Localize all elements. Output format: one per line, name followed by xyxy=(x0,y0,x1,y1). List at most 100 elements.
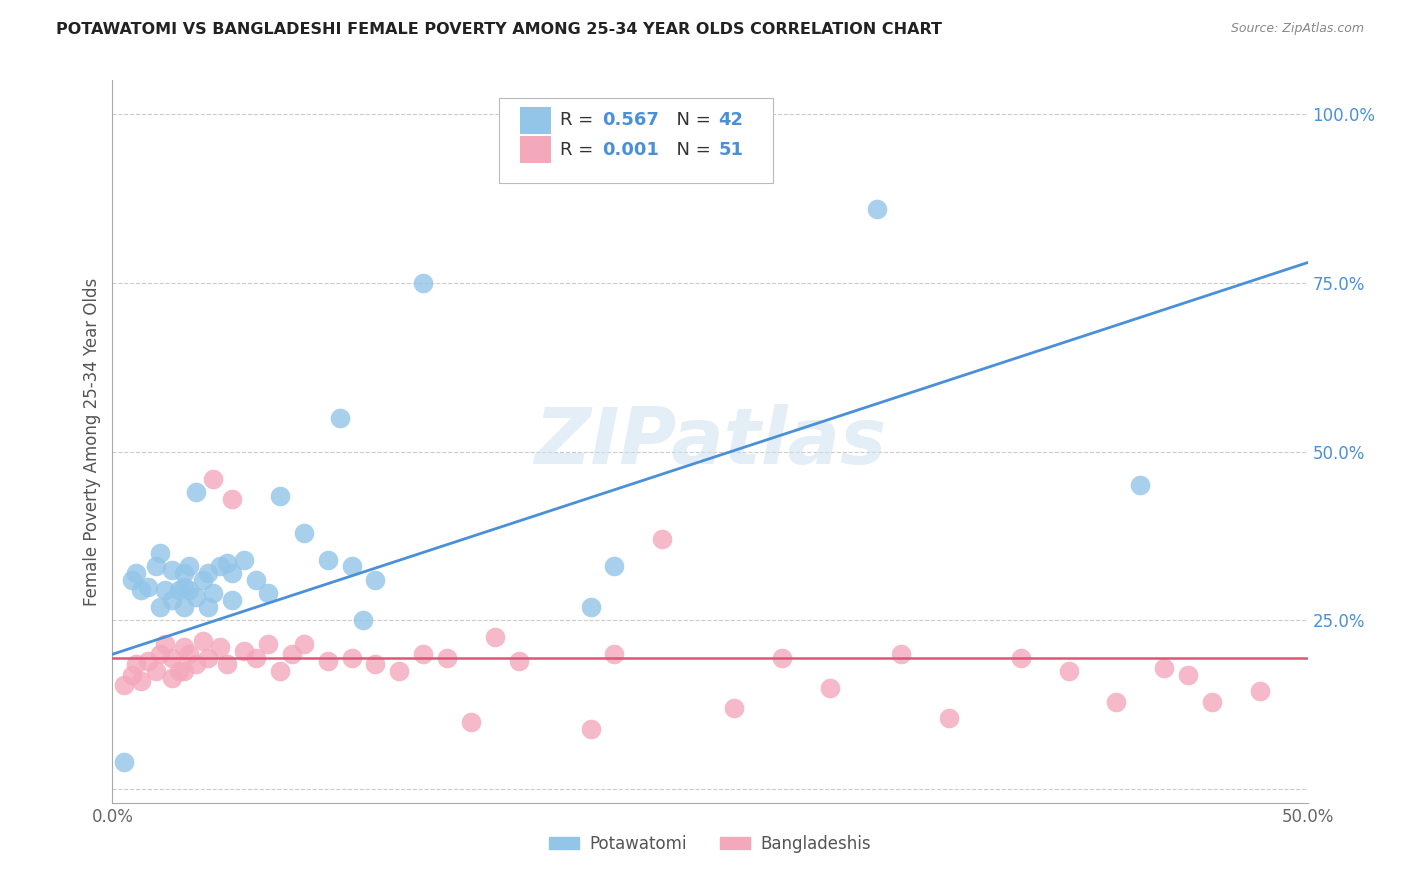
Point xyxy=(579,722,602,736)
Point xyxy=(1249,684,1271,698)
Point xyxy=(149,599,172,614)
Point xyxy=(201,586,224,600)
Point xyxy=(221,491,243,506)
Point xyxy=(153,637,176,651)
Point xyxy=(149,647,172,661)
Point xyxy=(125,657,148,672)
Text: 42: 42 xyxy=(718,112,744,129)
Point xyxy=(209,559,232,574)
Point xyxy=(177,559,200,574)
Legend: Potawatomi, Bangladeshis: Potawatomi, Bangladeshis xyxy=(543,828,877,860)
Point xyxy=(138,654,160,668)
Point xyxy=(1057,664,1080,678)
Point xyxy=(129,583,152,598)
Point xyxy=(162,671,183,685)
Point xyxy=(197,650,219,665)
Point xyxy=(281,647,304,661)
Point xyxy=(201,472,224,486)
Point xyxy=(209,640,232,655)
Point xyxy=(388,664,411,678)
Point xyxy=(177,583,200,598)
Text: POTAWATOMI VS BANGLADESHI FEMALE POVERTY AMONG 25-34 YEAR OLDS CORRELATION CHART: POTAWATOMI VS BANGLADESHI FEMALE POVERTY… xyxy=(56,22,942,37)
Point xyxy=(193,633,215,648)
Point xyxy=(723,701,745,715)
Point xyxy=(233,552,256,566)
Y-axis label: Female Poverty Among 25-34 Year Olds: Female Poverty Among 25-34 Year Olds xyxy=(83,277,101,606)
Text: R =: R = xyxy=(560,141,599,159)
Point xyxy=(292,637,315,651)
Point xyxy=(245,573,267,587)
Point xyxy=(1177,667,1199,681)
Point xyxy=(818,681,841,695)
Text: 0.001: 0.001 xyxy=(602,141,658,159)
Point xyxy=(121,667,143,681)
Point xyxy=(770,650,793,665)
Point xyxy=(221,593,243,607)
Point xyxy=(186,657,208,672)
Point xyxy=(340,559,363,574)
Point xyxy=(340,650,363,665)
Point xyxy=(866,202,889,216)
Point xyxy=(245,650,267,665)
Point xyxy=(145,664,167,678)
Point xyxy=(938,711,960,725)
Point xyxy=(269,489,291,503)
Point xyxy=(603,647,626,661)
Point xyxy=(579,599,602,614)
Point xyxy=(193,573,215,587)
Point xyxy=(217,556,239,570)
Point xyxy=(217,657,239,672)
Point xyxy=(233,644,256,658)
Point xyxy=(412,276,434,290)
Point xyxy=(412,647,434,661)
Point xyxy=(138,580,160,594)
Point xyxy=(1105,694,1128,708)
Point xyxy=(1201,694,1223,708)
Point xyxy=(484,631,506,645)
Point xyxy=(257,637,280,651)
Point xyxy=(221,566,243,581)
Point xyxy=(114,678,135,692)
Text: Source: ZipAtlas.com: Source: ZipAtlas.com xyxy=(1230,22,1364,36)
Text: N =: N = xyxy=(665,141,717,159)
Point xyxy=(508,654,530,668)
Point xyxy=(1153,661,1175,675)
Point xyxy=(257,586,280,600)
Point xyxy=(364,657,387,672)
Point xyxy=(352,614,374,628)
Point xyxy=(316,654,339,668)
Point xyxy=(149,546,172,560)
Point xyxy=(651,533,673,547)
Point xyxy=(329,411,352,425)
Point xyxy=(173,580,195,594)
Point xyxy=(460,714,482,729)
Point xyxy=(169,583,191,598)
Text: 0.567: 0.567 xyxy=(602,112,658,129)
Point xyxy=(169,664,191,678)
Point xyxy=(162,563,183,577)
Point xyxy=(162,593,183,607)
Point xyxy=(186,590,208,604)
Point xyxy=(153,583,176,598)
Point xyxy=(162,650,183,665)
Text: 51: 51 xyxy=(718,141,744,159)
Point xyxy=(316,552,339,566)
Point xyxy=(121,573,143,587)
Text: R =: R = xyxy=(560,112,599,129)
Point xyxy=(197,566,219,581)
Point xyxy=(197,599,219,614)
Point xyxy=(292,525,315,540)
Point xyxy=(129,674,152,689)
Point xyxy=(1129,478,1152,492)
Point xyxy=(436,650,458,665)
Point xyxy=(177,647,200,661)
Point xyxy=(173,664,195,678)
Point xyxy=(114,756,135,770)
Point xyxy=(890,647,912,661)
Point xyxy=(269,664,291,678)
Point xyxy=(364,573,387,587)
Point xyxy=(125,566,148,581)
Point xyxy=(173,599,195,614)
Point xyxy=(145,559,167,574)
Text: N =: N = xyxy=(665,112,717,129)
